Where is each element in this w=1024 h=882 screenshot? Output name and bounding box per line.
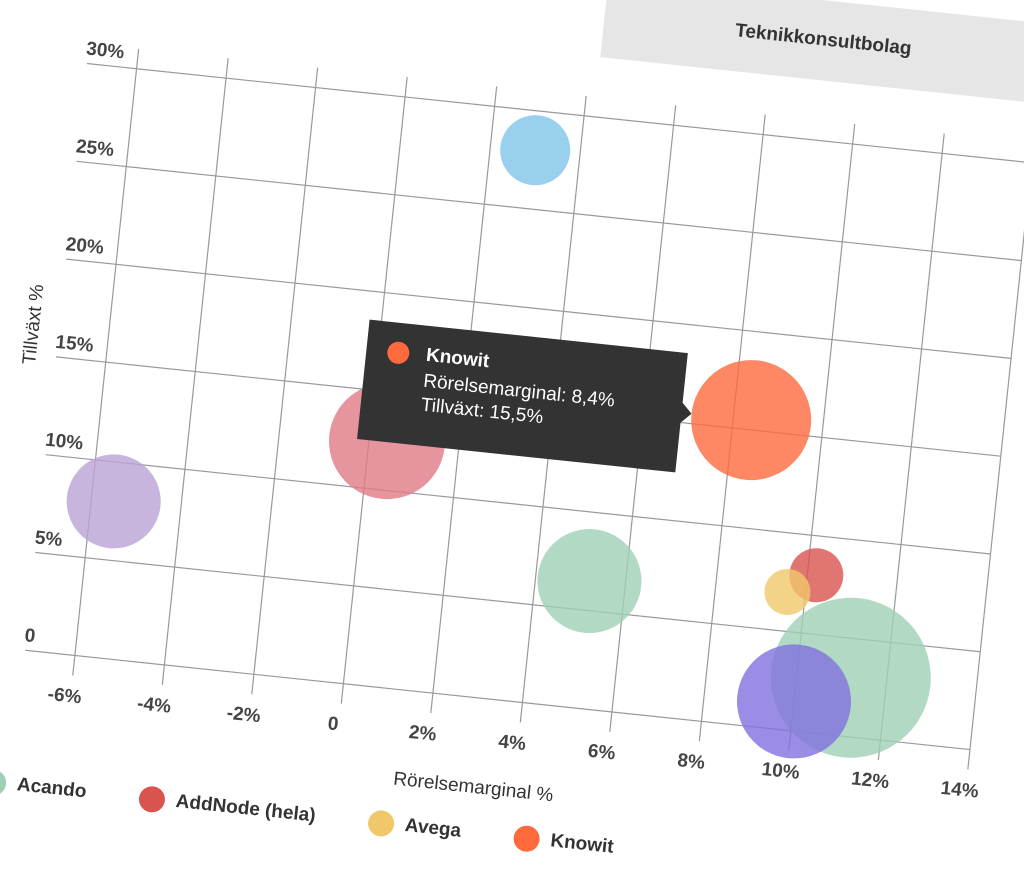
x-tick-label: -2% [226, 703, 262, 727]
y-tick-label: 15% [54, 332, 94, 357]
y-tick-label: 5% [34, 527, 64, 551]
bubble [537, 529, 642, 634]
grid-line [76, 160, 1022, 262]
x-tick-label: 6% [587, 741, 617, 765]
grid-line [72, 48, 140, 676]
legend-label[interactable]: Acando [16, 774, 88, 802]
legend-marker[interactable] [138, 785, 167, 814]
x-tick-label: -4% [136, 693, 172, 717]
bubble [737, 644, 852, 759]
legend-marker[interactable] [512, 824, 541, 853]
y-tick-label: 0 [24, 625, 37, 647]
bubble [764, 568, 811, 615]
y-tick-label: 25% [75, 136, 115, 161]
x-tick-label: 4% [497, 731, 527, 755]
y-tick-label: 30% [85, 38, 125, 63]
bubble [66, 454, 161, 549]
x-tick-label: 14% [940, 778, 980, 803]
legend-label[interactable]: Knowit [549, 830, 615, 858]
x-tick-label: 10% [761, 759, 801, 784]
y-axis-title: Tillväxt % [19, 283, 48, 365]
grid-line [161, 58, 229, 685]
y-tick-label: 10% [44, 430, 84, 455]
bubble [691, 360, 812, 481]
tooltip [357, 319, 692, 473]
tooltip-marker [387, 341, 410, 364]
legend-label[interactable]: Avega [404, 815, 463, 842]
grid-line [967, 142, 1024, 770]
legend-marker[interactable] [367, 809, 396, 838]
legend-label[interactable]: AddNode (hela) [175, 791, 317, 827]
x-tick-label: 8% [676, 750, 706, 774]
grid-line [251, 67, 319, 695]
grid-line [66, 258, 1012, 359]
tab[interactable] [600, 0, 1024, 112]
grid-line [86, 62, 1024, 164]
x-tick-label: 0 [327, 713, 340, 735]
x-tick-label: 2% [408, 722, 438, 746]
x-tick-label: -6% [47, 684, 83, 708]
legend-marker[interactable] [0, 768, 7, 797]
grid-line [45, 454, 991, 555]
x-tick-label: 12% [850, 768, 890, 793]
bubble [500, 115, 571, 186]
y-tick-label: 20% [65, 234, 105, 259]
x-axis-title: Rörelsemarginal % [392, 769, 554, 807]
